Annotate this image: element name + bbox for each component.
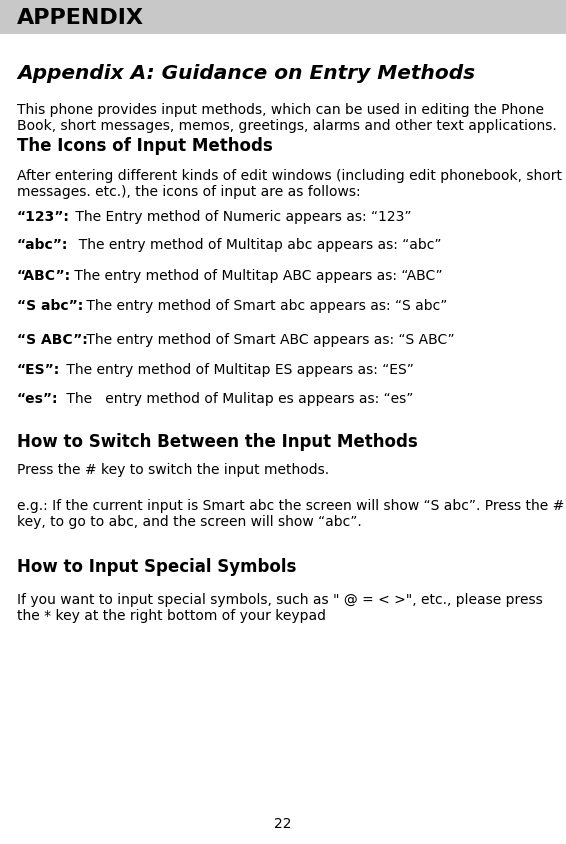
Bar	[0, 0, 566, 35]
Text: “123”:: “123”:	[17, 209, 70, 224]
Text: Appendix A: Guidance on Entry Methods: Appendix A: Guidance on Entry Methods	[17, 64, 475, 83]
Text: The entry method of Multitap ABC appears as: “ABC”: The entry method of Multitap ABC appears…	[70, 268, 442, 283]
Text: How to Input Special Symbols: How to Input Special Symbols	[17, 557, 297, 575]
Text: “abc”:: “abc”:	[17, 238, 68, 252]
Text: If you want to input special symbols, such as " @ = < >", etc., please press the: If you want to input special symbols, su…	[17, 592, 543, 623]
Text: After entering different kinds of edit windows (including edit phonebook, short : After entering different kinds of edit w…	[17, 169, 562, 199]
Text: This phone provides input methods, which can be used in editing the Phone Book, : This phone provides input methods, which…	[17, 103, 557, 133]
Text: “ES”:: “ES”:	[17, 363, 60, 377]
Text: How to Switch Between the Input Methods: How to Switch Between the Input Methods	[17, 432, 418, 450]
Text: “S abc”:: “S abc”:	[17, 299, 83, 313]
Text: The Icons of Input Methods: The Icons of Input Methods	[17, 137, 273, 154]
Text: The Entry method of Numeric appears as: “123”: The Entry method of Numeric appears as: …	[71, 209, 411, 224]
Text: 22: 22	[275, 816, 291, 830]
Text: The entry method of Smart ABC appears as: “S ABC”: The entry method of Smart ABC appears as…	[82, 333, 454, 347]
Text: The entry method of Smart abc appears as: “S abc”: The entry method of Smart abc appears as…	[82, 299, 448, 313]
Text: Press the # key to switch the input methods.: Press the # key to switch the input meth…	[17, 463, 329, 477]
Text: e.g.: If the current input is Smart abc the screen will show “S abc”. Press the : e.g.: If the current input is Smart abc …	[17, 498, 564, 528]
Text: The   entry method of Mulitap es appears as: “es”: The entry method of Mulitap es appears a…	[62, 392, 414, 406]
Text: “ABC”:: “ABC”:	[17, 268, 71, 283]
Text: The entry method of Multitap abc appears as: “abc”: The entry method of Multitap abc appears…	[70, 238, 441, 252]
Text: APPENDIX: APPENDIX	[17, 8, 144, 28]
Text: “es”:: “es”:	[17, 392, 58, 406]
Text: The entry method of Multitap ES appears as: “ES”: The entry method of Multitap ES appears …	[62, 363, 414, 377]
Text: “S ABC”:: “S ABC”:	[17, 333, 88, 347]
